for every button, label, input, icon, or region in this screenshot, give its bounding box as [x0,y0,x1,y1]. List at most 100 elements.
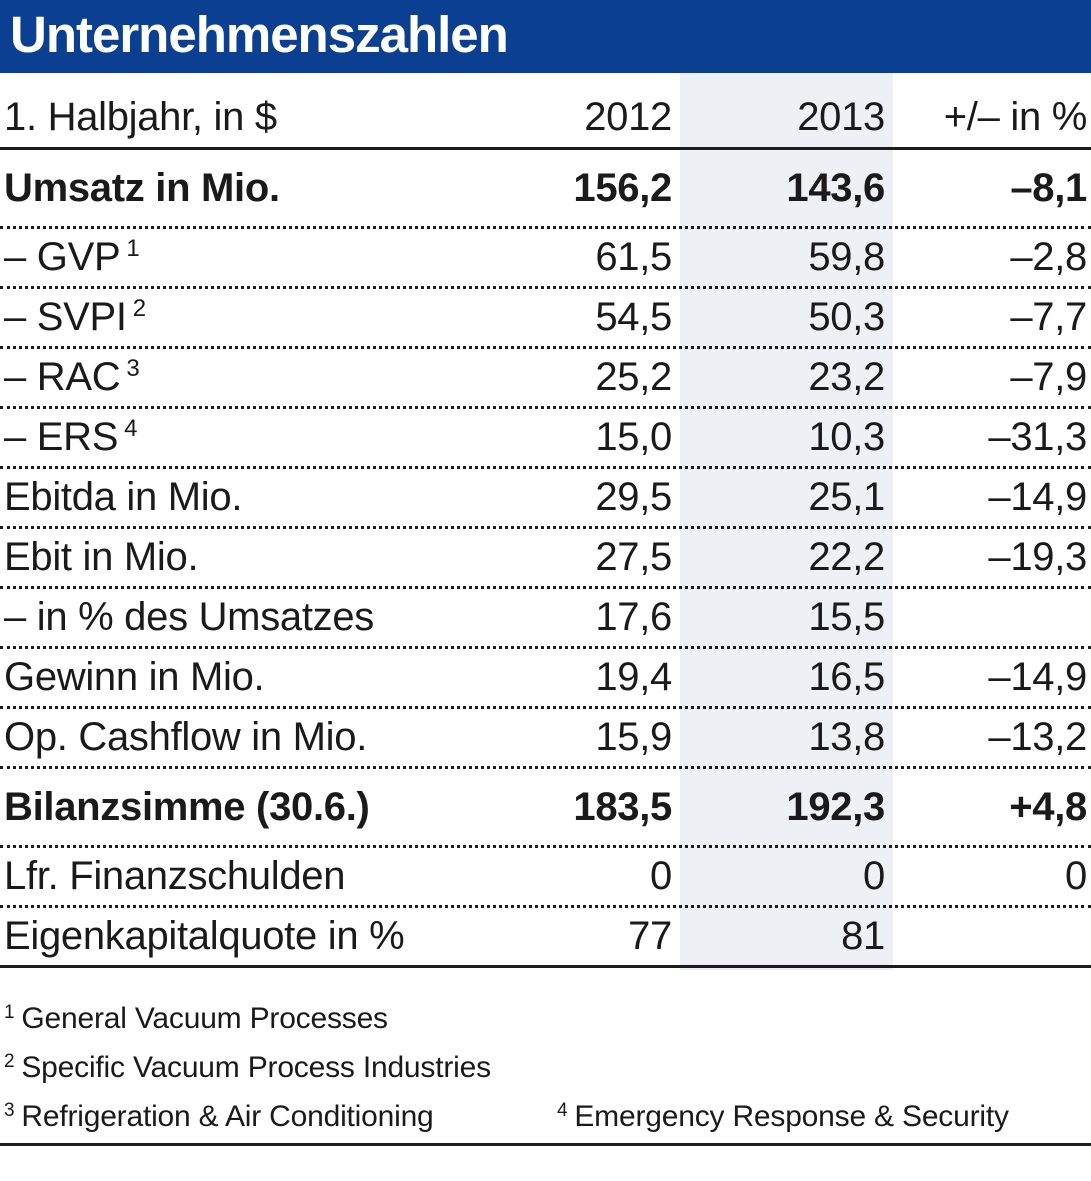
value-2013: 81 [841,914,885,958]
table-row: Op. Cashflow in Mio. 15,9 13,8 –13,2 [0,709,1091,769]
value-2012: 27,5 [595,535,672,579]
footnote-4-text: Emergency Response & Security [574,1100,1009,1133]
row-label: Ebitda in Mio. [0,475,440,520]
table-row: Lfr. Finanzschulden 0 0 0 [0,848,1091,908]
header-change: +/– in % [943,95,1088,139]
row-label-text: – RAC [4,355,121,399]
value-2012: 25,2 [595,355,672,399]
footnote-2: 2 Specific Vacuum Process Industries [4,1043,1091,1092]
value-change-pct: –14,9 [988,475,1087,519]
row-label: – RAC 3 [0,355,440,400]
value-2012: 15,0 [595,415,672,459]
footnote-ref: 4 [124,415,138,442]
value-change-pct: –2,8 [1010,235,1087,279]
value-2012: 17,6 [595,595,672,639]
table-row: – in % des Umsatzes 17,6 15,5 [0,589,1091,649]
footnote-2-marker: 2 [4,1051,15,1072]
footnote-1-marker: 1 [4,1002,15,1023]
row-label: Umsatz in Mio. [0,166,440,211]
value-2012: 19,4 [595,655,672,699]
footnote-ref: 2 [132,295,146,322]
row-label: Eigenkapitalquote in % [0,914,440,959]
table-row: Umsatz in Mio. 156,2 143,6 –8,1 [0,150,1091,229]
table-body: Umsatz in Mio. 156,2 143,6 –8,1 – GVP 1 6… [0,150,1091,968]
value-2013: 22,2 [808,535,885,579]
row-label-text: – ERS [4,415,119,459]
value-change-pct: 0 [1065,854,1087,898]
table-row: Gewinn in Mio. 19,4 16,5 –14,9 [0,649,1091,709]
footnote-row-3-4: 3 Refrigeration & Air Conditioning 4 Emerg… [4,1092,1091,1141]
footnote-3-marker: 3 [4,1100,15,1121]
footnote-4: 4 Emergency Response & Security [557,1092,1009,1145]
header-label: 1. Halbjahr, in $ [4,95,277,139]
highlight-column-2013-band [680,73,893,970]
value-2012: 54,5 [595,295,672,339]
value-2013: 10,3 [808,415,885,459]
value-2013: 25,1 [808,475,885,519]
row-label: – in % des Umsatzes [0,595,440,640]
value-2012: 156,2 [573,165,672,210]
value-change-pct: +4,8 [1009,784,1087,829]
row-label-text: Lfr. Finanzschulden [4,854,346,898]
value-2012: 183,5 [573,784,672,829]
row-label-text: – GVP [4,235,121,279]
value-2012: 15,9 [595,715,672,759]
value-change-pct: –14,9 [988,655,1087,699]
row-label-text: Ebitda in Mio. [4,475,243,519]
row-label: Bilanzsimme (30.6.) [0,785,440,830]
table-header-row: 1. Halbjahr, in $ 2012 2013 +/– in % [0,73,1091,150]
header-2013: 2013 [797,95,885,139]
table-row: – SVPI 2 54,5 50,3 –7,7 [0,289,1091,349]
table-row: – ERS 4 15,0 10,3 –31,3 [0,409,1091,469]
row-label: – GVP 1 [0,235,440,280]
value-change-pct: –8,1 [1010,165,1087,210]
value-2012: 0 [650,854,672,898]
value-change-pct: –19,3 [988,535,1087,579]
header-2012: 2012 [584,95,672,139]
value-2013: 143,6 [786,165,885,210]
value-2013: 16,5 [808,655,885,699]
row-label-text: Umsatz in Mio. [4,165,280,210]
value-change-pct: –7,7 [1010,295,1087,339]
page-title: Unternehmenszahlen [10,6,509,63]
footnote-3-text: Refrigeration & Air Conditioning [21,1100,434,1133]
value-change-pct: –7,9 [1010,355,1087,399]
row-label-text: Bilanzsimme (30.6.) [4,784,370,829]
value-2013: 15,5 [808,595,885,639]
footnote-1-text: General Vacuum Processes [21,1002,388,1035]
value-2012: 77 [628,914,672,958]
footnote-2-text: Specific Vacuum Process Industries [21,1051,491,1084]
value-change-pct: –13,2 [988,715,1087,759]
value-2013: 13,8 [808,715,885,759]
row-label-text: Eigenkapitalquote in % [4,914,405,958]
row-label: Ebit in Mio. [0,535,440,580]
footnote-ref: 1 [126,235,140,262]
value-2013: 50,3 [808,295,885,339]
title-bar: Unternehmenszahlen [0,0,1091,73]
row-label: Op. Cashflow in Mio. [0,715,440,760]
row-label-text: Gewinn in Mio. [4,655,265,699]
table-row: – GVP 1 61,5 59,8 –2,8 [0,229,1091,289]
footnote-ref: 3 [126,355,140,382]
value-change-pct: –31,3 [988,415,1087,459]
value-2012: 61,5 [595,235,672,279]
value-2013: 59,8 [808,235,885,279]
row-label: Gewinn in Mio. [0,655,440,700]
value-2013: 23,2 [808,355,885,399]
footnote-1: 1 General Vacuum Processes [4,994,1091,1043]
row-label: – ERS 4 [0,415,440,460]
footnote-3: 3 Refrigeration & Air Conditioning [4,1100,434,1133]
row-label-text: Op. Cashflow in Mio. [4,715,368,759]
table-row: Ebitda in Mio. 29,5 25,1 –14,9 [0,469,1091,529]
value-2012: 29,5 [595,475,672,519]
footnote-4-marker: 4 [557,1100,568,1121]
value-2013: 192,3 [786,784,885,829]
row-label-text: – in % des Umsatzes [4,595,375,639]
value-2013: 0 [863,854,885,898]
row-label-text: Ebit in Mio. [4,535,199,579]
row-label: Lfr. Finanzschulden [0,854,440,899]
row-label: – SVPI 2 [0,295,440,340]
table-row: – RAC 3 25,2 23,2 –7,9 [0,349,1091,409]
financial-table: 1. Halbjahr, in $ 2012 2013 +/– in % Ums… [0,73,1091,970]
